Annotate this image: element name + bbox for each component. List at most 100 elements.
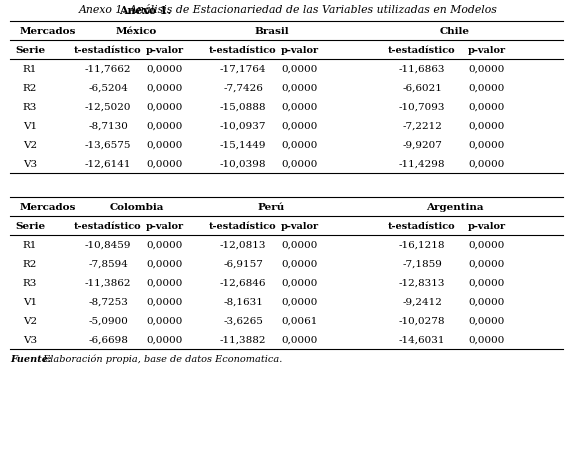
Text: 0,0000: 0,0000 <box>469 259 505 269</box>
Text: Anexo 1.: Anexo 1. <box>119 5 175 16</box>
Text: 0,0000: 0,0000 <box>469 103 505 112</box>
Text: México: México <box>116 27 157 36</box>
Text: Perú: Perú <box>258 202 285 212</box>
Text: Serie: Serie <box>15 46 45 55</box>
Text: p-valor: p-valor <box>468 46 506 55</box>
Text: R1: R1 <box>23 65 37 74</box>
Text: 0,0000: 0,0000 <box>282 259 318 269</box>
Text: 0,0000: 0,0000 <box>147 141 183 150</box>
Text: V1: V1 <box>23 122 37 131</box>
Text: 0,0061: 0,0061 <box>282 316 318 325</box>
Text: V1: V1 <box>23 297 37 306</box>
Text: 0,0000: 0,0000 <box>147 316 183 325</box>
Text: p-valor: p-valor <box>146 46 184 55</box>
Text: -6,6698: -6,6698 <box>88 335 128 344</box>
Text: -9,2412: -9,2412 <box>402 297 442 306</box>
Text: -3,6265: -3,6265 <box>223 316 263 325</box>
Text: R3: R3 <box>23 279 37 287</box>
Text: 0,0000: 0,0000 <box>469 65 505 74</box>
Text: 0,0000: 0,0000 <box>469 84 505 93</box>
Text: 0,0000: 0,0000 <box>282 335 318 344</box>
Text: 0,0000: 0,0000 <box>282 279 318 287</box>
Text: -10,0398: -10,0398 <box>220 160 266 168</box>
Text: 0,0000: 0,0000 <box>469 279 505 287</box>
Text: 0,0000: 0,0000 <box>282 160 318 168</box>
Text: t-estadístico: t-estadístico <box>388 222 456 230</box>
Text: -12,6141: -12,6141 <box>85 160 131 168</box>
Text: Argentina: Argentina <box>426 202 483 212</box>
Text: -10,0937: -10,0937 <box>220 122 266 131</box>
Text: -17,1764: -17,1764 <box>220 65 266 74</box>
Text: 0,0000: 0,0000 <box>147 122 183 131</box>
Text: -10,7093: -10,7093 <box>398 103 445 112</box>
Text: 0,0000: 0,0000 <box>469 122 505 131</box>
Text: 0,0000: 0,0000 <box>147 241 183 249</box>
Text: 0,0000: 0,0000 <box>469 160 505 168</box>
Text: -11,3882: -11,3882 <box>220 335 266 344</box>
Text: p-valor: p-valor <box>281 46 319 55</box>
Text: t-estadístico: t-estadístico <box>209 222 277 230</box>
Text: 0,0000: 0,0000 <box>282 297 318 306</box>
Text: 0,0000: 0,0000 <box>282 141 318 150</box>
Text: 0,0000: 0,0000 <box>147 84 183 93</box>
Text: Mercados: Mercados <box>20 202 76 212</box>
Text: -7,7426: -7,7426 <box>223 84 263 93</box>
Text: Brasil: Brasil <box>254 27 289 36</box>
Text: 0,0000: 0,0000 <box>469 297 505 306</box>
Text: 0,0000: 0,0000 <box>282 84 318 93</box>
Text: 0,0000: 0,0000 <box>282 122 318 131</box>
Text: -11,6863: -11,6863 <box>398 65 445 74</box>
Text: 0,0000: 0,0000 <box>147 297 183 306</box>
Text: 0,0000: 0,0000 <box>282 65 318 74</box>
Text: -5,0900: -5,0900 <box>88 316 128 325</box>
Text: 0,0000: 0,0000 <box>147 259 183 269</box>
Text: 0,0000: 0,0000 <box>147 65 183 74</box>
Text: t-estadístico: t-estadístico <box>74 222 142 230</box>
Text: V3: V3 <box>23 160 37 168</box>
Text: -13,6575: -13,6575 <box>85 141 131 150</box>
Text: 0,0000: 0,0000 <box>147 160 183 168</box>
Text: 0,0000: 0,0000 <box>147 103 183 112</box>
Text: -11,4298: -11,4298 <box>398 160 445 168</box>
Text: -15,0888: -15,0888 <box>220 103 266 112</box>
Text: -8,7130: -8,7130 <box>88 122 128 131</box>
Text: 0,0000: 0,0000 <box>469 141 505 150</box>
Text: Elaboración propia, base de datos Economatica.: Elaboración propia, base de datos Econom… <box>40 354 282 364</box>
Text: p-valor: p-valor <box>146 222 184 230</box>
Text: -16,1218: -16,1218 <box>398 241 445 249</box>
Text: Serie: Serie <box>15 222 45 230</box>
Text: Mercados: Mercados <box>20 27 76 36</box>
Text: -6,9157: -6,9157 <box>223 259 263 269</box>
Text: 0,0000: 0,0000 <box>469 241 505 249</box>
Text: t-estadístico: t-estadístico <box>388 46 456 55</box>
Text: -10,8459: -10,8459 <box>85 241 131 249</box>
Text: 0,0000: 0,0000 <box>147 279 183 287</box>
Text: -15,1449: -15,1449 <box>220 141 266 150</box>
Text: R1: R1 <box>23 241 37 249</box>
Text: Anexo 1. Análisis de Estacionariedad de las Variables utilizadas en Modelos: Anexo 1. Análisis de Estacionariedad de … <box>79 5 497 15</box>
Text: p-valor: p-valor <box>281 222 319 230</box>
Text: V2: V2 <box>23 141 37 150</box>
Text: 0,0000: 0,0000 <box>469 335 505 344</box>
Text: R2: R2 <box>23 259 37 269</box>
Text: R3: R3 <box>23 103 37 112</box>
Text: -8,7253: -8,7253 <box>88 297 128 306</box>
Text: 0,0000: 0,0000 <box>282 103 318 112</box>
Text: -12,6846: -12,6846 <box>220 279 266 287</box>
Text: -12,8313: -12,8313 <box>398 279 445 287</box>
Text: Colombia: Colombia <box>109 202 164 212</box>
Text: -8,1631: -8,1631 <box>223 297 263 306</box>
Text: -7,1859: -7,1859 <box>402 259 442 269</box>
Text: -7,2212: -7,2212 <box>402 122 442 131</box>
Text: -11,3862: -11,3862 <box>85 279 131 287</box>
Text: 0,0000: 0,0000 <box>147 335 183 344</box>
Text: -6,6021: -6,6021 <box>402 84 442 93</box>
Text: Fuente:: Fuente: <box>10 354 52 363</box>
Text: p-valor: p-valor <box>468 222 506 230</box>
Text: Chile: Chile <box>439 27 470 36</box>
Text: V3: V3 <box>23 335 37 344</box>
Text: -14,6031: -14,6031 <box>398 335 445 344</box>
Text: 0,0000: 0,0000 <box>282 241 318 249</box>
Text: 0,0000: 0,0000 <box>469 316 505 325</box>
Text: V2: V2 <box>23 316 37 325</box>
